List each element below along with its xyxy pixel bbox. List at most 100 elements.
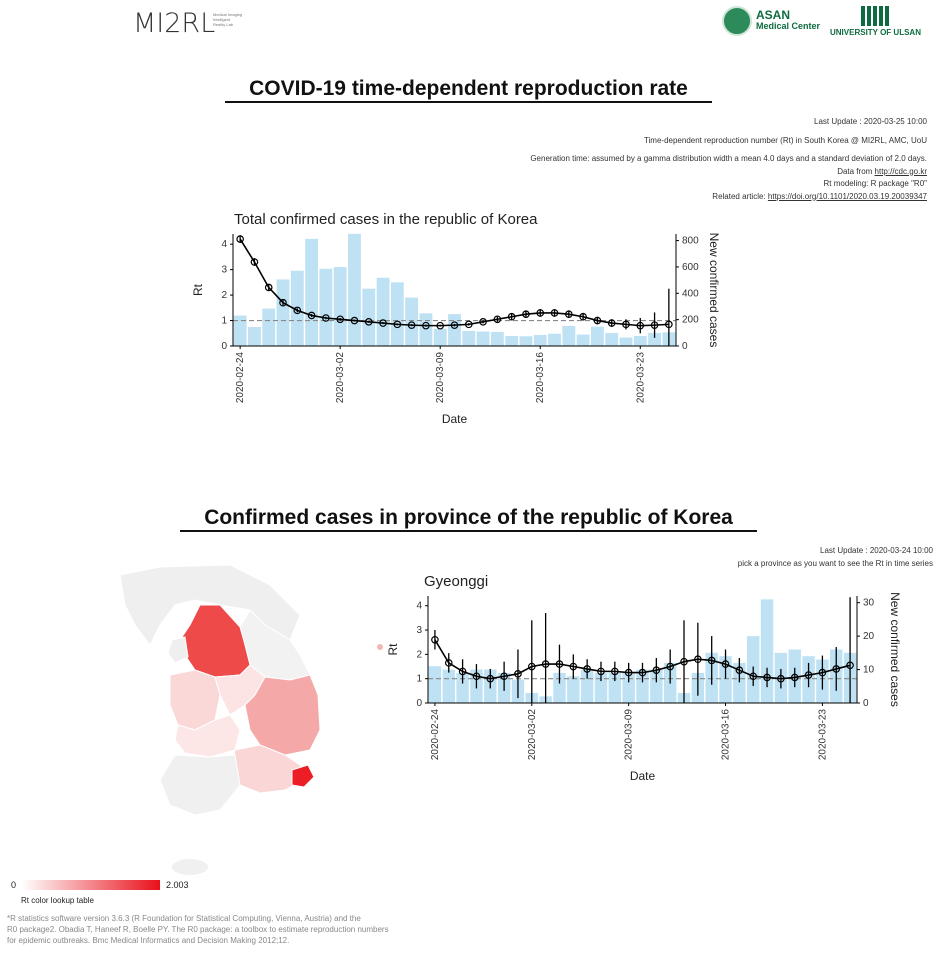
rt-point (522, 310, 530, 318)
rt-point (422, 321, 430, 330)
rt-point (555, 660, 564, 668)
x-tick-label: 2020-03-02 (335, 352, 346, 404)
rt-point (264, 283, 273, 292)
y2-tick-label: 0 (863, 698, 869, 709)
case-bar (608, 672, 622, 703)
y2-tick-label: 400 (682, 288, 699, 299)
case-bar (456, 672, 469, 703)
rt-point (393, 320, 402, 329)
map-gyeongbuk[interactable] (244, 674, 321, 756)
legend-color-bar (22, 880, 161, 890)
rt-point (694, 655, 702, 664)
x-tick-label: 2020-03-02 (527, 709, 538, 761)
rt-point (707, 656, 716, 665)
rt-point (665, 320, 673, 329)
rt-point (652, 666, 661, 674)
y2-axis-label: New confirmed cases (707, 233, 721, 348)
province-meta-block: Last Update : 2020-03-24 10:00 pick a pr… (738, 545, 933, 570)
ulsan-logo: UNIVERSITY OF ULSAN (830, 6, 921, 37)
rt-point (565, 310, 573, 318)
asan-seal-icon (722, 6, 752, 36)
case-bar (490, 331, 504, 346)
case-bar (348, 233, 361, 346)
section-title-province: Confirmed cases in province of the repub… (0, 506, 937, 532)
case-bar (622, 672, 635, 703)
case-bar (305, 238, 319, 346)
y-tick-label: 3 (416, 625, 422, 636)
map-jeonnam[interactable] (159, 754, 241, 816)
map-incheon[interactable] (167, 636, 189, 664)
rt-point (407, 321, 416, 329)
rt-point (650, 321, 659, 329)
rt-data-source: Data from http://cdc.go.kr (837, 166, 927, 176)
rt-point (636, 321, 645, 330)
rt-point (735, 666, 744, 674)
rt-point (486, 674, 495, 683)
case-bar (594, 672, 608, 703)
rt-point (479, 318, 487, 326)
rt-line (239, 238, 669, 327)
rt-point (666, 662, 674, 671)
rt-point (804, 671, 813, 679)
case-bar (562, 325, 576, 346)
footnote: *R statistics software version 3.6.3 (R … (7, 913, 447, 946)
map-jeonbuk[interactable] (174, 714, 241, 758)
rt-point (500, 672, 508, 681)
map-north-korea (119, 565, 301, 646)
case-bar (590, 326, 604, 346)
cdc-link[interactable]: http://cdc.go.kr (874, 166, 927, 176)
rt-point (721, 660, 730, 668)
x-axis-label: Date (442, 412, 468, 426)
rt-point (550, 309, 559, 317)
rt-point (846, 661, 854, 670)
korea-province-map[interactable] (100, 565, 390, 885)
y2-tick-label: 30 (863, 598, 875, 609)
doi-link[interactable]: https://doi.org/10.1101/2020.03.19.20039… (767, 191, 927, 201)
rt-point (607, 319, 616, 327)
rt-point (638, 668, 647, 677)
case-bar (442, 669, 455, 703)
rt-point (749, 672, 758, 681)
map-jeju[interactable] (172, 859, 208, 875)
rt-point (680, 657, 688, 666)
case-bar (333, 267, 347, 346)
case-bar (433, 328, 447, 346)
mi2rl-logo: MI2RL Medical Imaging Intelligent Realit… (133, 8, 242, 39)
rt-modeling: Rt modeling: R package "R0" (823, 179, 927, 188)
rt-point (458, 667, 467, 676)
y2-tick-label: 0 (682, 341, 688, 352)
rt-point (350, 316, 359, 325)
rt-point (536, 309, 545, 317)
rt-point (527, 662, 536, 671)
rt-last-update: Last Update : 2020-03-25 10:00 (814, 117, 927, 126)
case-bar (248, 327, 261, 346)
y-axis-label: Rt (386, 643, 400, 656)
case-bar (619, 337, 633, 346)
mi2rl-logo-subtext: Medical Imaging Intelligent Reality Lab (213, 12, 243, 27)
y2-tick-label: 600 (682, 262, 699, 273)
map-busan[interactable] (291, 764, 315, 788)
rt-point (431, 635, 439, 644)
rt-point (763, 673, 771, 682)
footnote-line-1: *R statistics software version 3.6.3 (R … (7, 914, 361, 923)
rt-point (622, 320, 630, 329)
rt-point (579, 312, 587, 321)
y-tick-label: 4 (221, 239, 227, 250)
rt-line (434, 639, 851, 680)
case-bar (376, 277, 390, 346)
rt-point (818, 668, 827, 677)
map-ulleung (377, 644, 383, 650)
mi2rl-logo-text: MI2RL (133, 8, 216, 39)
rt-point (379, 319, 387, 327)
rt-point (541, 660, 550, 668)
case-bar (636, 669, 649, 703)
map-gyeonggi[interactable] (179, 604, 251, 678)
rt-point (236, 235, 244, 243)
x-tick-label: 2020-02-24 (430, 709, 441, 761)
case-bar (419, 313, 433, 346)
asan-title: ASAN (756, 8, 791, 22)
footnote-line-3: for epidemic outbreaks. Bmc Medical Info… (7, 936, 290, 945)
province-rt-chart: 0 1 2 3 4 0 10 20 30 2020-02-24 2020-03-02 2020-03-… (386, 592, 902, 783)
rt-point (364, 318, 373, 326)
rt-point (597, 667, 605, 676)
